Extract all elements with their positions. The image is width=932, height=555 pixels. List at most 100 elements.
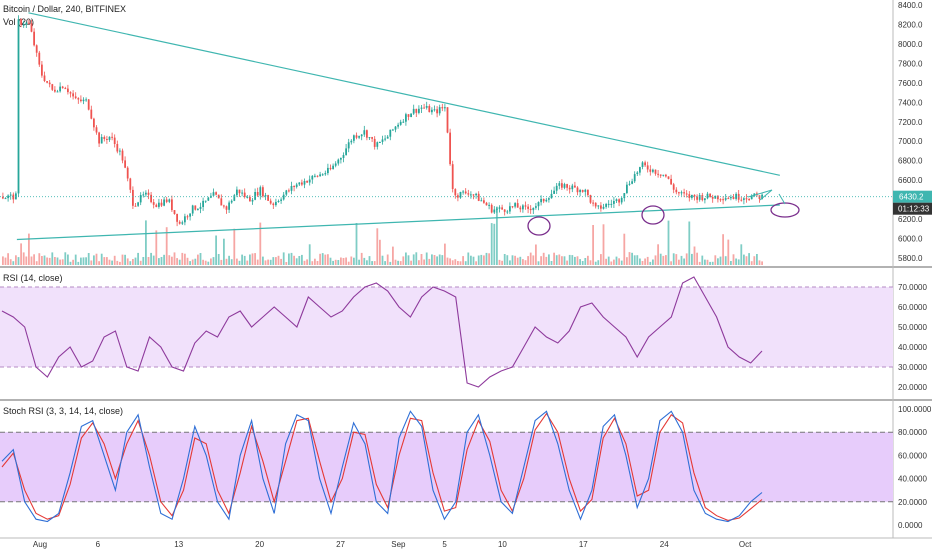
volume-bar — [28, 233, 30, 265]
volume-bar — [353, 257, 355, 265]
candle-body — [706, 193, 709, 199]
volume-bar — [178, 259, 181, 265]
volume-bar — [719, 256, 722, 265]
candle-body — [472, 194, 475, 196]
volume-bar — [139, 260, 142, 265]
candle-body — [251, 199, 254, 202]
volume-bar — [574, 256, 576, 265]
volume-bar — [420, 254, 423, 265]
volume-bar — [652, 259, 654, 265]
volume-bar — [236, 258, 238, 265]
candle-body — [176, 213, 178, 222]
candle-body — [7, 195, 9, 199]
candle-body — [620, 198, 623, 203]
candle-body — [535, 206, 537, 208]
candle-body — [368, 137, 371, 139]
candle-body — [571, 185, 574, 190]
candle-body — [516, 203, 519, 208]
candle-body — [553, 190, 555, 194]
candle-body — [431, 109, 433, 113]
annotation-circle[interactable] — [527, 216, 551, 236]
volume-bar — [672, 253, 675, 265]
candle-body — [314, 175, 316, 177]
time-axis-label: 20 — [255, 540, 264, 549]
countdown-label: 01:12:33 — [898, 205, 930, 214]
candle-body — [745, 198, 748, 200]
volume-bar — [147, 257, 150, 265]
candle-body — [402, 121, 405, 123]
volume-bar — [301, 254, 303, 265]
volume-bar — [706, 259, 709, 265]
volume-bar — [722, 234, 724, 265]
price-axis-label: 7800.0 — [898, 59, 923, 68]
volume-bar — [576, 256, 579, 265]
price-axis-label: 5800.0 — [898, 254, 923, 263]
candle-body — [691, 194, 693, 198]
candle-body — [631, 181, 633, 184]
candle-body — [438, 107, 441, 114]
annotation-sketch[interactable] — [778, 193, 786, 205]
volume-bar — [381, 255, 384, 265]
candle-body — [589, 195, 592, 203]
volume-bar — [340, 257, 342, 265]
volume-bar — [316, 261, 319, 265]
volume-bar — [756, 254, 758, 265]
candle-body — [277, 201, 280, 202]
candle-body — [119, 150, 121, 152]
price-axis-label: 6000.0 — [898, 235, 923, 244]
trendline[interactable] — [28, 12, 780, 176]
volume-bar — [704, 259, 706, 265]
candle-body — [415, 108, 418, 113]
volume-bar — [119, 261, 121, 265]
volume-bar — [314, 258, 316, 265]
volume-bar — [376, 228, 379, 265]
volume-bar — [181, 252, 184, 265]
candle-body — [126, 167, 129, 179]
volume-bar — [33, 254, 35, 265]
annotation-sketch[interactable] — [747, 189, 773, 201]
rsi-axis-label: 30.0000 — [898, 363, 927, 372]
trendline[interactable] — [16, 204, 780, 241]
stoch-band — [0, 432, 893, 502]
candle-body — [4, 198, 7, 200]
volume-bar — [184, 253, 186, 265]
candle-body — [35, 45, 38, 53]
candle-body — [405, 114, 407, 122]
volume-bar — [649, 261, 652, 265]
candle-body — [693, 194, 696, 197]
candle-body — [321, 174, 324, 176]
volume-bar — [259, 222, 262, 265]
candle-body — [230, 200, 233, 203]
volume-bar — [319, 253, 321, 265]
volume-bar — [745, 256, 748, 265]
volume-bar — [480, 254, 483, 265]
volume-bar — [597, 260, 600, 265]
rsi-axis-label: 60.0000 — [898, 303, 927, 312]
candle-body — [579, 190, 581, 193]
candle-body — [358, 136, 360, 138]
candle-body — [428, 106, 431, 113]
candle-body — [342, 155, 345, 158]
volume-bar — [545, 256, 548, 265]
candle-body — [225, 206, 228, 210]
annotation-circle[interactable] — [641, 205, 665, 225]
volume-bar — [425, 252, 428, 265]
candle-body — [371, 137, 373, 139]
volume-bar — [111, 260, 113, 265]
candle-body — [758, 195, 761, 199]
candle-body — [626, 184, 628, 193]
candle-body — [607, 203, 610, 205]
volume-bar — [337, 260, 340, 265]
candle-body — [334, 163, 337, 166]
candle-body — [295, 184, 298, 187]
candle-body — [576, 187, 579, 193]
time-axis-label: 6 — [96, 540, 101, 549]
volume-bar — [251, 253, 254, 265]
volume-bar — [321, 253, 324, 265]
candle-body — [483, 200, 485, 203]
volume-bar — [571, 255, 574, 265]
annotation-circle[interactable] — [770, 202, 800, 218]
volume-bar — [659, 253, 662, 265]
